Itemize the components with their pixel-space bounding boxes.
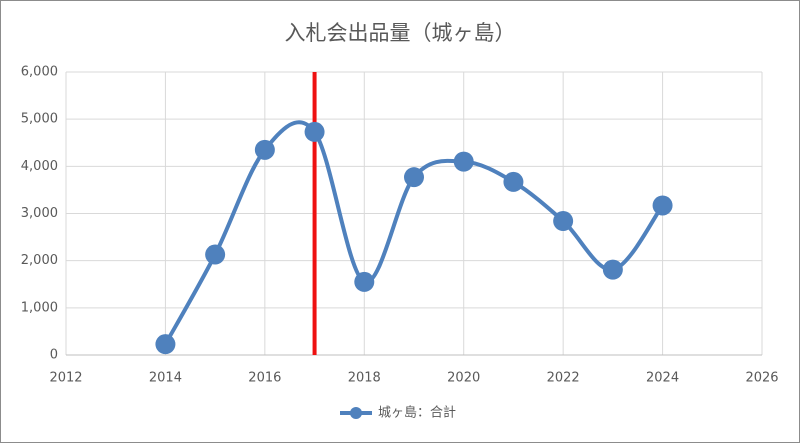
data-point — [205, 244, 226, 265]
chart-title: 入札会出品量（城ヶ島） — [285, 21, 516, 45]
legend-marker — [350, 407, 362, 419]
y-tick-label: 1,000 — [21, 300, 58, 315]
data-point — [503, 171, 524, 192]
legend-label: 城ヶ島：合計 — [378, 405, 456, 421]
y-tick-label: 0 — [50, 348, 58, 363]
y-tick-label: 6,000 — [21, 65, 58, 80]
y-tick-label: 5,000 — [21, 112, 58, 127]
y-tick-label: 3,000 — [21, 206, 58, 221]
x-tick-label: 2018 — [348, 371, 381, 386]
x-tick-label: 2016 — [248, 371, 281, 386]
x-tick-label: 2022 — [547, 371, 580, 386]
data-point — [602, 259, 623, 280]
data-point — [453, 151, 474, 172]
x-tick-label: 2014 — [149, 371, 182, 386]
data-point — [254, 139, 275, 160]
y-tick-label: 4,000 — [21, 159, 58, 174]
data-point — [553, 211, 574, 232]
data-point — [354, 271, 375, 292]
x-tick-label: 2026 — [745, 371, 778, 386]
series-line — [163, 120, 665, 346]
x-tick-label: 2020 — [447, 371, 480, 386]
data-point — [304, 121, 325, 142]
data-point — [155, 334, 176, 355]
x-tick-label: 2012 — [49, 371, 82, 386]
data-point — [404, 167, 424, 188]
y-tick-label: 2,000 — [21, 253, 58, 268]
x-tick-label: 2024 — [646, 371, 679, 386]
data-point — [652, 195, 673, 216]
